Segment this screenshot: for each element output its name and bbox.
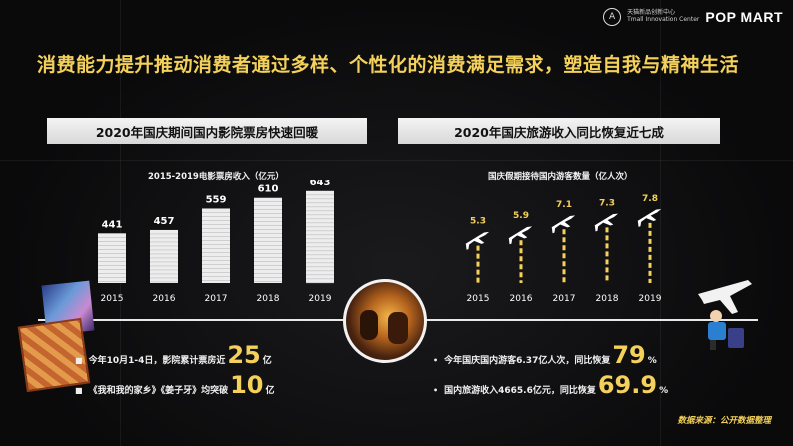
- bar-value-label: 7.3: [599, 198, 615, 208]
- tourism-income-stat: • 国内旅游收入4665.6亿元，同比恢复 69.9 %: [433, 371, 669, 399]
- page-title: 消费能力提升推动消费者通过多样、个性化的消费满足需求，塑造自我与精神生活: [37, 54, 740, 76]
- x-tick-label: 2017: [553, 294, 576, 304]
- box-office-chart: 441 2015 457 2016 559 2017 610 2018 643 2019: [98, 180, 334, 304]
- bullet-icon: •: [433, 386, 439, 395]
- x-tick-label: 2017: [205, 294, 228, 304]
- bullet-icon: •: [433, 356, 439, 365]
- bar-group: [98, 233, 126, 283]
- bar-value-label: 5.9: [513, 211, 529, 221]
- airplane-icon: [508, 226, 533, 245]
- tourism-chart-title: 国庆假期接待国内游客数量（亿人次）: [488, 172, 633, 182]
- bar: [202, 208, 230, 283]
- right-banner: 2020年国庆旅游收入同比恢复近七成: [398, 118, 720, 144]
- cinema-audience-image: [343, 279, 427, 363]
- x-tick-label: 2018: [257, 294, 280, 304]
- x-tick-label: 2015: [467, 294, 490, 304]
- bar-value-label: 610: [258, 184, 279, 195]
- airplane-icon: [465, 231, 490, 250]
- logo-brand: POP MART: [705, 9, 783, 25]
- bullet-icon: ■: [75, 356, 83, 365]
- bar-group: [202, 208, 230, 283]
- bar-value-label: 5.3: [470, 217, 486, 227]
- decor-line: [660, 0, 661, 446]
- decor-line: [120, 0, 121, 446]
- airplane-icon: [594, 213, 619, 232]
- box-office-stat: ■ 今年10月1-4日，影院累计票房近 25 亿: [75, 341, 272, 369]
- x-tick-label: 2016: [153, 294, 176, 304]
- bar-value-label: 7.8: [642, 194, 658, 204]
- airplane-icon: [551, 215, 576, 234]
- logo-cn: 天猫新品创新中心: [627, 9, 676, 17]
- x-tick-label: 2019: [639, 294, 662, 304]
- box-office-chart-title: 2015-2019电影票房收入（亿元）: [148, 172, 284, 182]
- bar-value-label: 441: [102, 219, 123, 230]
- bar-group: [306, 190, 334, 284]
- x-tick-label: 2016: [510, 294, 533, 304]
- logo-A-icon: A: [603, 8, 622, 26]
- bar-value-label: 643: [310, 180, 331, 188]
- x-tick-label: 2015: [101, 294, 124, 304]
- bar: [98, 233, 126, 283]
- data-source: 数据来源：公开数据整理: [677, 416, 771, 426]
- bar-value-label: 7.1: [556, 200, 572, 210]
- traveler-illustration: [698, 280, 752, 350]
- airplane-icon: [637, 209, 662, 227]
- bar-group: [254, 197, 282, 283]
- bullet-icon: ■: [75, 386, 83, 395]
- bar-value-label: 457: [154, 216, 175, 227]
- logo: A 天猫新品创新中心 Tmall Innovation Center POP M…: [603, 8, 783, 26]
- bar: [306, 190, 334, 283]
- logo-en: Tmall Innovation Center: [627, 16, 700, 23]
- logo-text: 天猫新品创新中心 Tmall Innovation Center: [627, 9, 700, 24]
- decor-line: [0, 160, 793, 161]
- tourism-chart: 5.3 2015 5.9 2016 7.1 2017 7.3 2018 7.8 2019: [465, 194, 662, 304]
- x-tick-label: 2019: [309, 294, 332, 304]
- bar-group: [150, 229, 178, 283]
- bar: [254, 197, 282, 283]
- left-banner: 2020年国庆期间国内影院票房快速回暖: [47, 118, 367, 144]
- movie-stat: ■ 《我和我的家乡》《姜子牙》均突破 10 亿: [75, 371, 275, 399]
- x-tick-label: 2018: [596, 294, 619, 304]
- tourist-stat: • 今年国庆国内游客6.37亿人次，同比恢复 79 %: [433, 341, 657, 369]
- bar-value-label: 559: [206, 194, 227, 205]
